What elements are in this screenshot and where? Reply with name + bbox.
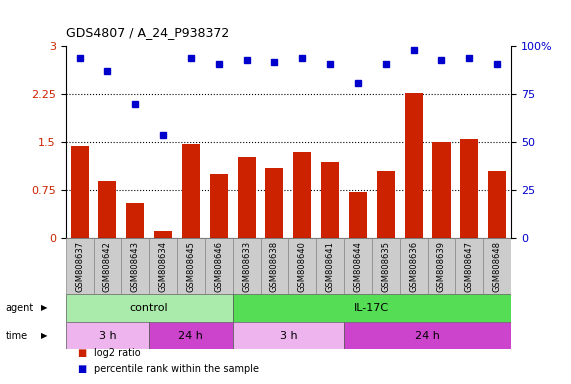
Bar <box>182 144 200 238</box>
Bar <box>233 322 344 349</box>
Bar <box>456 238 483 294</box>
Text: 24 h: 24 h <box>415 331 440 341</box>
Text: GSM808633: GSM808633 <box>242 241 251 292</box>
Bar <box>488 171 506 238</box>
Bar <box>149 322 233 349</box>
Bar <box>483 238 511 294</box>
Bar <box>288 238 316 294</box>
Text: ▶: ▶ <box>41 331 47 340</box>
Bar <box>432 142 451 238</box>
Bar <box>98 181 116 238</box>
Text: GSM808639: GSM808639 <box>437 241 446 292</box>
Bar <box>344 238 372 294</box>
Text: ■: ■ <box>77 364 86 374</box>
Bar <box>66 322 149 349</box>
Text: GSM808638: GSM808638 <box>270 241 279 292</box>
Text: GSM808640: GSM808640 <box>297 241 307 292</box>
Bar <box>233 294 511 322</box>
Text: GSM808643: GSM808643 <box>131 241 140 292</box>
Text: 3 h: 3 h <box>280 331 297 341</box>
Bar <box>66 294 233 322</box>
Bar <box>210 174 228 238</box>
Bar <box>344 322 511 349</box>
Text: 24 h: 24 h <box>179 331 203 341</box>
Text: GSM808648: GSM808648 <box>493 241 502 292</box>
Bar <box>66 238 94 294</box>
Text: agent: agent <box>6 303 34 313</box>
Text: time: time <box>6 331 28 341</box>
Text: GSM808637: GSM808637 <box>75 241 84 292</box>
Bar <box>293 152 311 238</box>
Text: GSM808636: GSM808636 <box>409 241 418 292</box>
Text: control: control <box>130 303 168 313</box>
Bar <box>349 192 367 238</box>
Bar <box>126 203 144 238</box>
Text: log2 ratio: log2 ratio <box>94 348 141 358</box>
Text: GSM808635: GSM808635 <box>381 241 391 292</box>
Bar <box>260 238 288 294</box>
Text: GSM808646: GSM808646 <box>214 241 223 292</box>
Text: IL-17C: IL-17C <box>354 303 389 313</box>
Bar <box>266 168 283 238</box>
Text: GSM808644: GSM808644 <box>353 241 363 292</box>
Text: ▶: ▶ <box>41 303 47 313</box>
Bar <box>149 238 177 294</box>
Bar <box>405 93 423 238</box>
Bar <box>316 238 344 294</box>
Text: GSM808647: GSM808647 <box>465 241 474 292</box>
Bar <box>154 231 172 238</box>
Bar <box>94 238 122 294</box>
Bar <box>400 238 428 294</box>
Bar <box>238 157 256 238</box>
Text: GSM808634: GSM808634 <box>159 241 168 292</box>
Text: ■: ■ <box>77 348 86 358</box>
Text: 3 h: 3 h <box>99 331 116 341</box>
Bar <box>71 146 89 238</box>
Bar <box>122 238 149 294</box>
Text: percentile rank within the sample: percentile rank within the sample <box>94 364 259 374</box>
Bar <box>233 238 260 294</box>
Bar <box>377 171 395 238</box>
Bar <box>372 238 400 294</box>
Bar <box>177 238 205 294</box>
Text: GSM808641: GSM808641 <box>325 241 335 292</box>
Text: GDS4807 / A_24_P938372: GDS4807 / A_24_P938372 <box>66 26 229 39</box>
Text: GSM808645: GSM808645 <box>186 241 195 292</box>
Text: GSM808642: GSM808642 <box>103 241 112 292</box>
Bar <box>205 238 233 294</box>
Bar <box>321 162 339 238</box>
Bar <box>428 238 456 294</box>
Bar <box>460 139 478 238</box>
